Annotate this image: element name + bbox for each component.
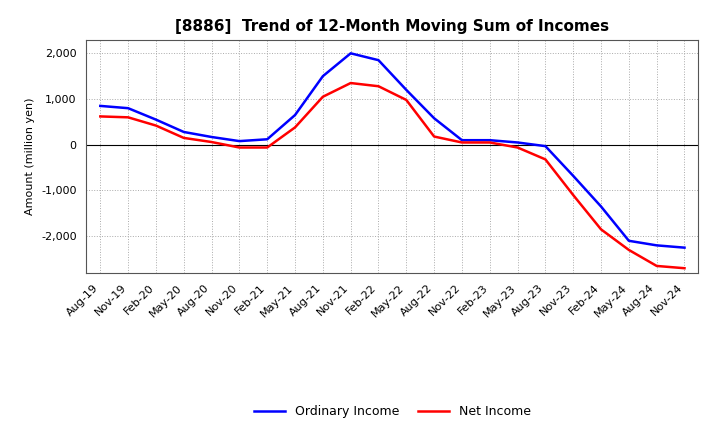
Ordinary Income [152,117,161,122]
Ordinary Income [458,138,467,143]
Net Income [597,227,606,232]
Net Income [235,145,243,150]
Net Income [624,247,633,253]
Net Income [179,135,188,140]
Ordinary Income [96,103,104,109]
Ordinary Income [430,116,438,121]
Line: Ordinary Income: Ordinary Income [100,53,685,248]
Ordinary Income [179,129,188,135]
Net Income [346,81,355,86]
Net Income [96,114,104,119]
Ordinary Income [597,204,606,209]
Ordinary Income [318,73,327,79]
Ordinary Income [569,173,577,179]
Ordinary Income [235,139,243,144]
Net Income [485,140,494,145]
Net Income [207,139,216,145]
Ordinary Income [124,106,132,111]
Net Income [124,115,132,120]
Ordinary Income [263,137,271,142]
Net Income [402,97,410,103]
Legend: Ordinary Income, Net Income: Ordinary Income, Net Income [248,400,536,423]
Ordinary Income [513,140,522,145]
Net Income [430,134,438,139]
Net Income [291,125,300,130]
Ordinary Income [652,243,661,248]
Net Income [374,84,383,89]
Ordinary Income [207,134,216,139]
Net Income [569,192,577,198]
Ordinary Income [624,238,633,243]
Ordinary Income [291,112,300,117]
Ordinary Income [541,143,550,149]
Ordinary Income [374,58,383,63]
Net Income [513,145,522,150]
Ordinary Income [485,138,494,143]
Net Income [318,94,327,99]
Ordinary Income [402,87,410,92]
Net Income [652,263,661,268]
Ordinary Income [680,245,689,250]
Line: Net Income: Net Income [100,83,685,268]
Title: [8886]  Trend of 12-Month Moving Sum of Incomes: [8886] Trend of 12-Month Moving Sum of I… [176,19,609,34]
Net Income [152,123,161,128]
Ordinary Income [346,51,355,56]
Y-axis label: Amount (million yen): Amount (million yen) [25,97,35,215]
Net Income [680,266,689,271]
Net Income [541,157,550,162]
Net Income [263,145,271,150]
Net Income [458,140,467,145]
